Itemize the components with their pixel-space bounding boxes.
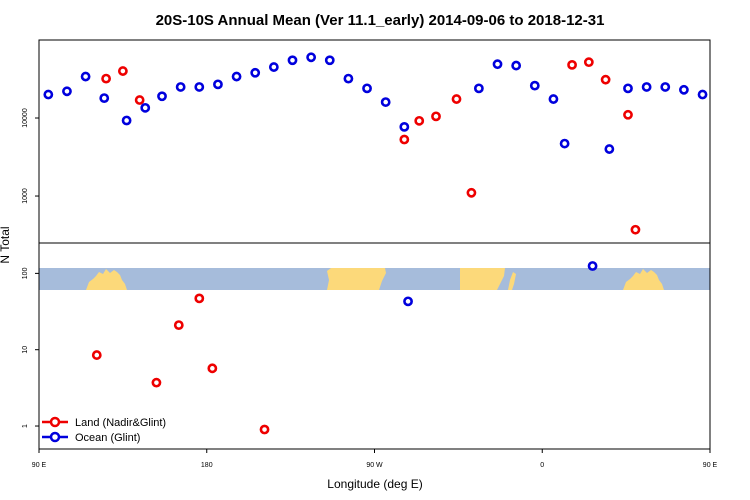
ocean-point bbox=[492, 59, 503, 70]
land-point bbox=[466, 187, 477, 198]
ocean-point bbox=[587, 261, 598, 271]
land-australia-repeat bbox=[623, 269, 664, 290]
ocean-point bbox=[175, 82, 186, 92]
x-tick-label: 90 E bbox=[32, 462, 47, 469]
ocean-point bbox=[473, 83, 484, 94]
ocean-point bbox=[511, 60, 522, 71]
y-tick-label: 10 bbox=[22, 346, 29, 354]
ocean-point bbox=[231, 71, 242, 82]
ocean-point bbox=[213, 79, 223, 90]
land-point bbox=[583, 57, 594, 68]
y-tick-label: 10000 bbox=[22, 108, 29, 128]
y-tick-label: 100 bbox=[22, 267, 29, 279]
land-point bbox=[623, 109, 633, 120]
land-australia bbox=[86, 269, 127, 290]
ocean-point bbox=[121, 115, 132, 126]
ocean-point bbox=[194, 82, 205, 92]
series-land bbox=[91, 57, 641, 435]
ocean-point bbox=[140, 102, 151, 113]
land-point bbox=[91, 350, 102, 360]
land-point bbox=[117, 66, 128, 76]
ocean-point bbox=[697, 89, 708, 100]
y-axis-label: N Total bbox=[0, 226, 12, 263]
ocean-point bbox=[660, 82, 671, 92]
ocean-point bbox=[641, 82, 652, 92]
y-axis: 1000 10000 1 10 100 bbox=[22, 108, 39, 428]
ocean-point bbox=[623, 83, 633, 94]
ocean-point bbox=[343, 73, 354, 84]
land-point bbox=[567, 59, 577, 70]
land-point bbox=[101, 73, 111, 84]
ocean-point bbox=[287, 55, 298, 66]
land-point bbox=[451, 94, 462, 104]
x-tick-label: 90 E bbox=[703, 462, 718, 469]
land-point bbox=[431, 111, 441, 122]
land-point bbox=[600, 74, 611, 85]
ocean-point bbox=[99, 93, 110, 103]
ocean-point bbox=[80, 71, 91, 82]
land-point bbox=[194, 293, 205, 304]
land-point bbox=[151, 377, 162, 388]
ocean-point bbox=[362, 83, 372, 94]
land-point bbox=[207, 363, 218, 374]
ocean-point bbox=[548, 94, 559, 104]
land-point bbox=[259, 424, 270, 435]
legend-ocean-label: Ocean (Glint) bbox=[75, 432, 140, 444]
y-tick-label: 1000 bbox=[22, 188, 29, 204]
upper-panel-frame bbox=[38, 39, 711, 244]
legend-land-label: Land (Nadir&Glint) bbox=[75, 417, 166, 429]
legend-ocean-marker bbox=[49, 431, 61, 443]
ocean-point bbox=[529, 80, 540, 91]
ocean-point bbox=[43, 89, 54, 100]
chart-title: 20S-10S Annual Mean (Ver 11.1_early) 201… bbox=[156, 12, 605, 29]
land-point bbox=[134, 95, 145, 105]
legend-land-marker bbox=[49, 416, 61, 428]
ocean-point bbox=[62, 86, 72, 97]
land-point bbox=[414, 115, 425, 126]
ocean-point bbox=[380, 97, 391, 107]
ocean-point bbox=[604, 144, 615, 154]
land-point bbox=[173, 320, 184, 331]
legend: Land (Nadir&Glint) Ocean (Glint) bbox=[42, 416, 166, 444]
ocean-point bbox=[403, 296, 413, 307]
x-tick-label: 90 W bbox=[366, 462, 383, 469]
land-point bbox=[630, 224, 641, 235]
ocean-point bbox=[679, 84, 689, 95]
x-tick-label: 180 bbox=[201, 462, 213, 469]
ocean-point bbox=[157, 91, 167, 102]
land-africa bbox=[460, 268, 505, 290]
ocean-point bbox=[306, 52, 317, 63]
x-tick-label: 0 bbox=[540, 462, 544, 469]
land-madagascar bbox=[508, 272, 516, 290]
map-strip bbox=[39, 268, 710, 290]
data-points bbox=[43, 52, 708, 435]
land-south-america bbox=[327, 268, 386, 290]
ocean-point bbox=[324, 55, 335, 66]
land-point bbox=[399, 134, 410, 145]
series-ocean bbox=[43, 52, 708, 307]
ocean-point bbox=[559, 138, 570, 149]
x-axis: 90 E 180 90 W 0 90 E bbox=[32, 449, 718, 469]
x-axis-label: Longitude (deg E) bbox=[327, 477, 422, 491]
ocean-point bbox=[250, 67, 261, 78]
ocean-point bbox=[268, 62, 279, 72]
ocean-point bbox=[399, 121, 410, 132]
y-tick-label: 1 bbox=[22, 424, 29, 428]
